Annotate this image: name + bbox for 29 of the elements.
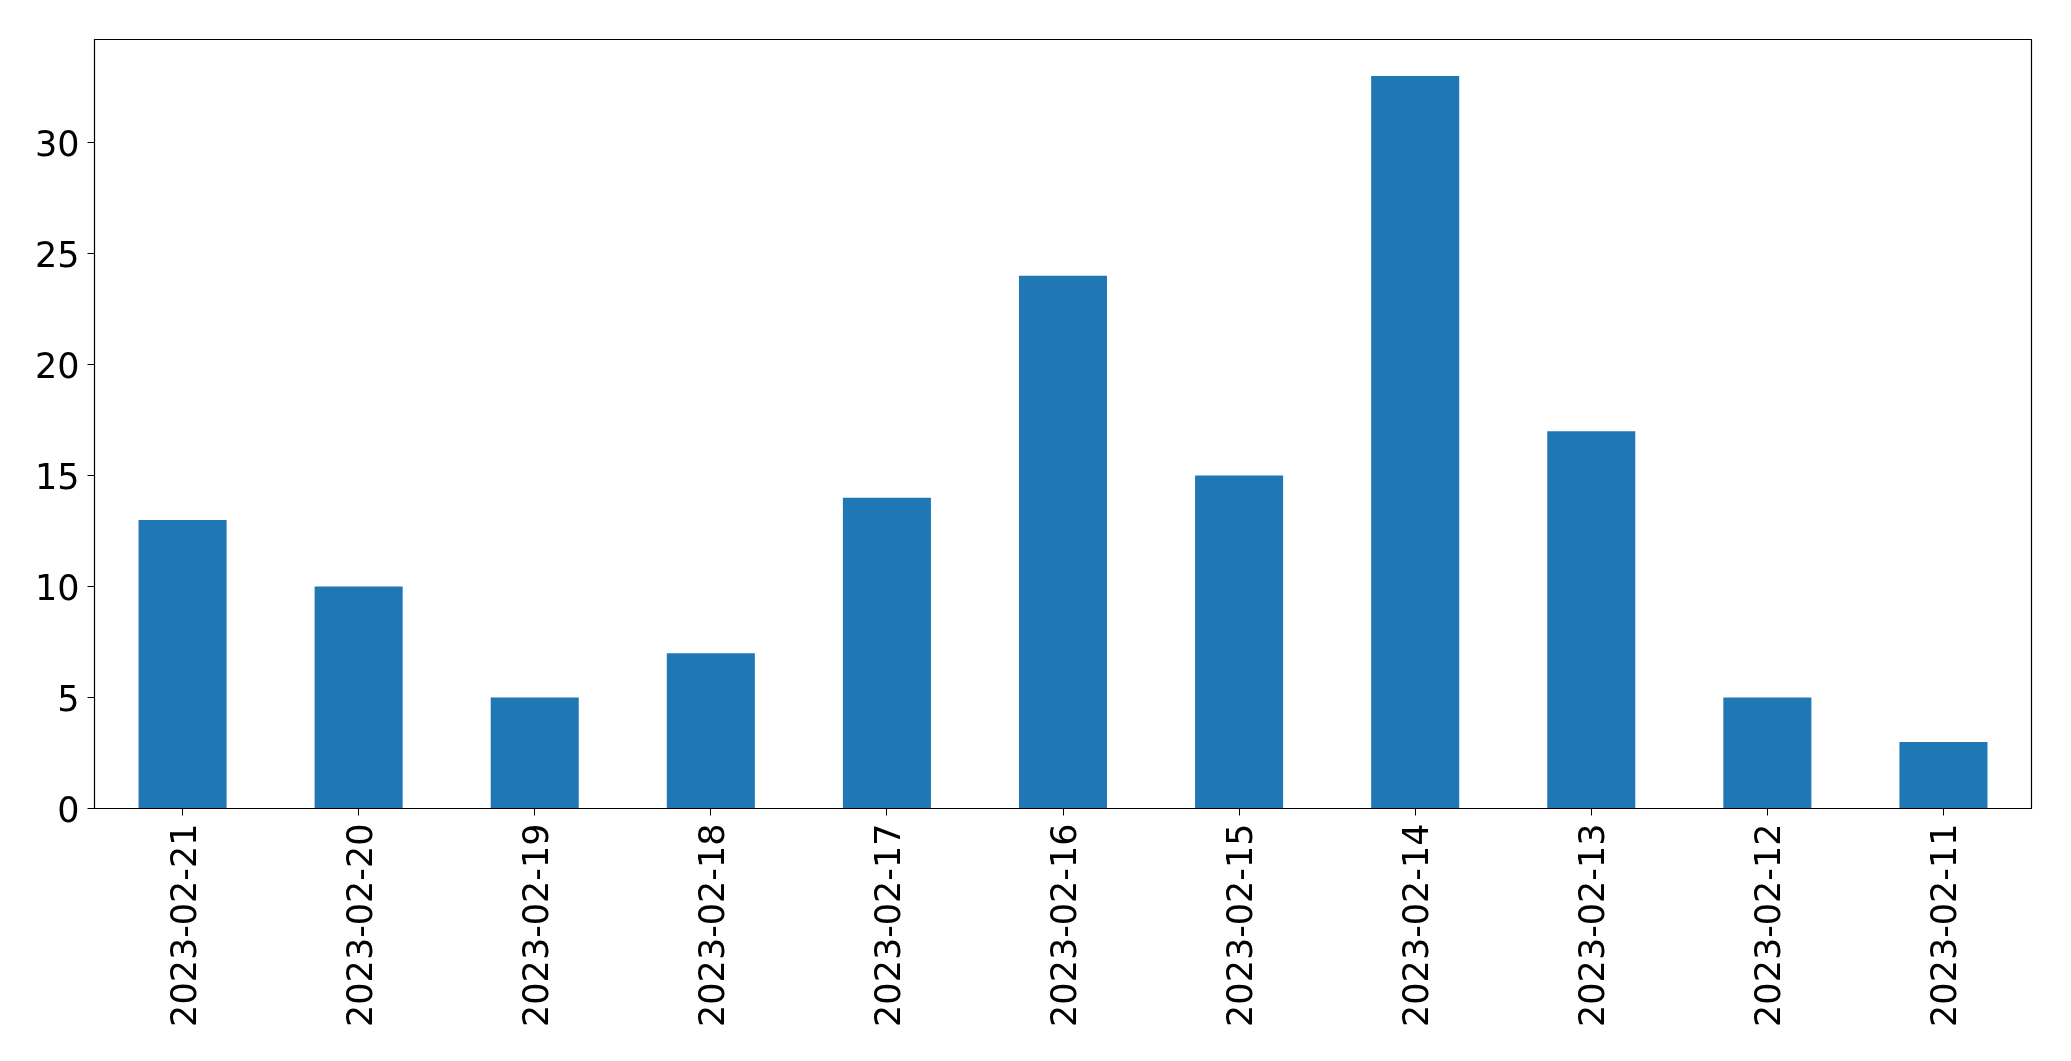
bar	[666, 653, 755, 809]
x-tick-label: 2023-02-11	[1924, 823, 1965, 1027]
x-tick-label: 2023-02-17	[867, 823, 908, 1027]
x-tick-label: 2023-02-18	[691, 823, 732, 1027]
x-tick-label: 2023-02-15	[1220, 823, 1261, 1027]
bar	[842, 497, 931, 809]
bar	[1195, 475, 1284, 809]
bar	[314, 586, 403, 809]
bar	[1547, 431, 1636, 809]
bar	[138, 519, 227, 809]
x-tick-label: 2023-02-14	[1396, 823, 1437, 1027]
bar	[1723, 697, 1812, 809]
x-tick-label: 2023-02-20	[339, 823, 380, 1027]
y-tick-label: 5	[57, 678, 80, 719]
x-tick-label: 2023-02-13	[1572, 823, 1613, 1027]
x-tick-label: 2023-02-19	[515, 823, 556, 1027]
y-tick-label: 10	[34, 567, 80, 608]
x-tick-label: 2023-02-21	[163, 823, 204, 1027]
y-tick-label: 25	[34, 234, 80, 275]
bar	[1371, 76, 1460, 809]
bar	[1018, 275, 1108, 809]
bar	[1899, 741, 1988, 809]
x-tick-label: 2023-02-16	[1044, 823, 1084, 1027]
y-tick-label: 30	[34, 123, 80, 164]
y-tick-label: 0	[57, 789, 80, 830]
bar	[490, 697, 579, 809]
x-tick-label: 2023-02-12	[1748, 823, 1789, 1027]
y-tick-label: 20	[34, 345, 80, 386]
y-tick-label: 15	[34, 456, 80, 497]
